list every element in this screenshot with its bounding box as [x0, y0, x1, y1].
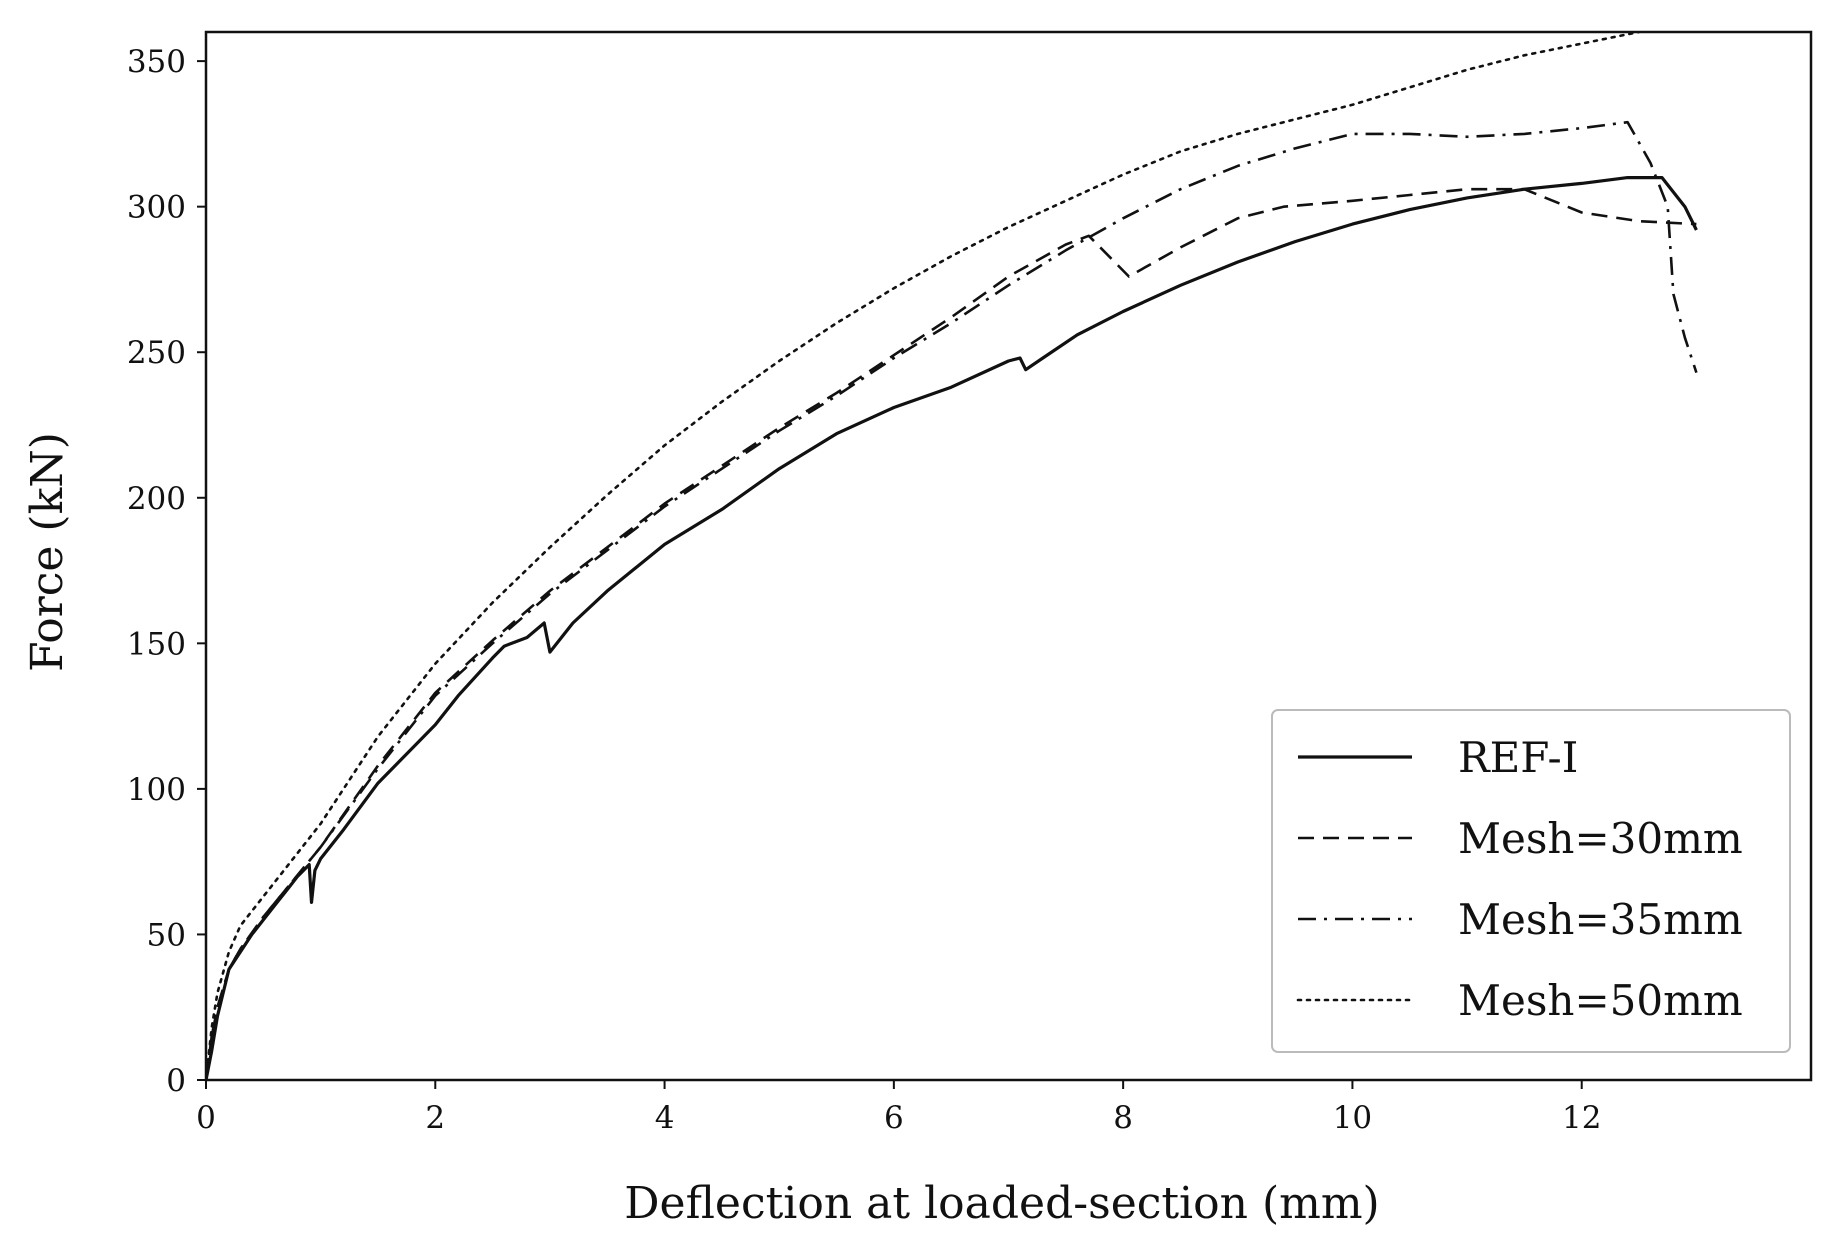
legend: REF-I Mesh=30mm Mesh=35mm Mesh=50mm	[1271, 709, 1791, 1053]
x-tick-label-3: 6	[884, 1100, 904, 1136]
series-line-1	[206, 187, 1697, 1080]
y-tick-label-7: 350	[127, 44, 186, 80]
y-tick-label-3: 150	[127, 626, 186, 662]
x-tick-label-5: 10	[1333, 1100, 1372, 1136]
legend-label-0: REF-I	[1458, 733, 1578, 782]
y-tick-label-2: 100	[127, 772, 186, 808]
series-line-2	[206, 120, 1698, 1080]
x-tick-label-6: 12	[1562, 1100, 1601, 1136]
x-tick-label-4: 8	[1113, 1100, 1133, 1136]
series-layer	[206, 32, 1698, 1080]
ticks-layer: 0 2 4 6 8 10 12 0 50 100 150 200 250 300 350	[127, 44, 1602, 1136]
x-axis-title: Deflection at loaded-section (mm)	[624, 1178, 1379, 1229]
x-tick-label-2: 4	[655, 1100, 675, 1136]
y-tick-label-6: 300	[127, 190, 186, 226]
plot-frame	[204, 30, 1813, 1082]
y-tick-label-5: 250	[127, 335, 186, 371]
legend-label-2: Mesh=35mm	[1458, 895, 1743, 944]
y-axis-title: Force (kN)	[22, 432, 73, 672]
legend-label-1: Mesh=30mm	[1458, 814, 1743, 863]
series-line-3	[206, 32, 1641, 1080]
legend-label-3: Mesh=50mm	[1458, 976, 1743, 1025]
legend-box	[1271, 709, 1791, 1053]
x-tick-label-0: 0	[196, 1100, 216, 1136]
y-tick-label-0: 0	[166, 1063, 186, 1099]
y-tick-label-4: 200	[127, 481, 186, 517]
y-tick-label-1: 50	[147, 917, 186, 953]
x-tick-label-1: 2	[425, 1100, 445, 1136]
